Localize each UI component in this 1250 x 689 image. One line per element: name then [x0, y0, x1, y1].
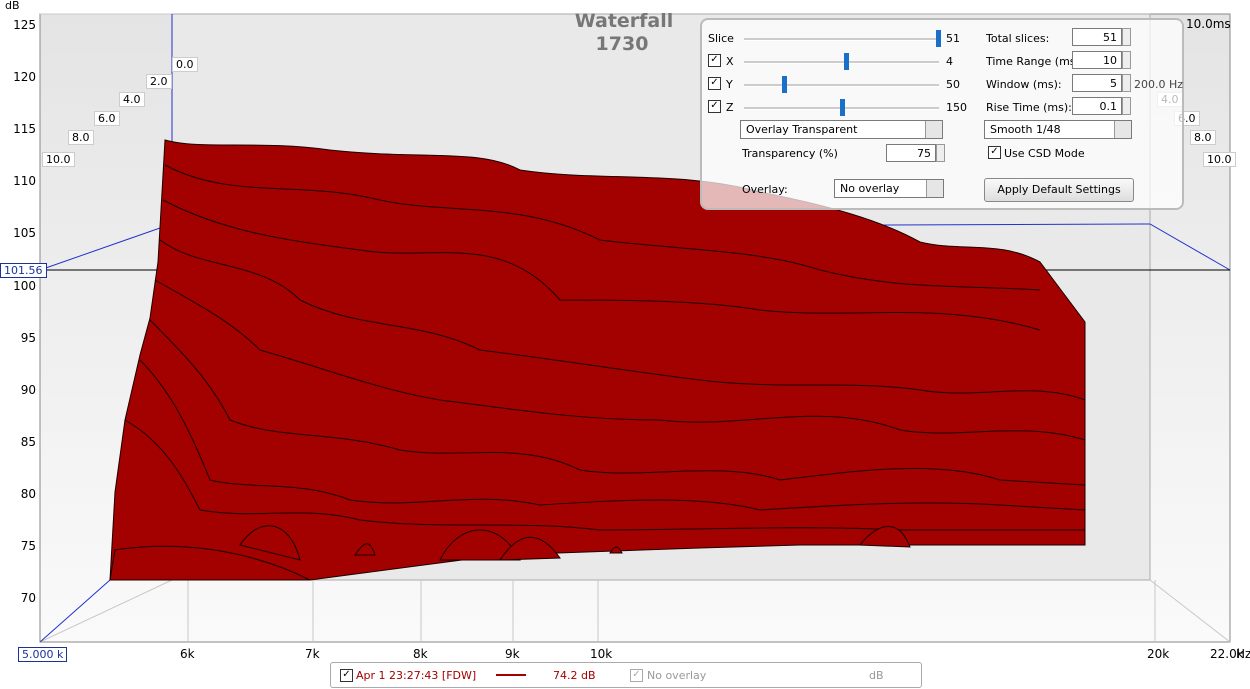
checkbox[interactable]: ✓ — [708, 77, 721, 90]
slider-label: Z — [726, 101, 734, 114]
slider-track[interactable] — [744, 61, 939, 64]
field-label: Window (ms): — [986, 78, 1062, 91]
overlay-label: Overlay: — [742, 183, 788, 196]
legend-level: 74.2 dB — [553, 669, 596, 682]
y-tick-label: 115 — [13, 122, 36, 137]
y-tick-label: 120 — [13, 70, 36, 85]
field-input[interactable]: 0.1 — [1072, 97, 1122, 115]
y-tick-label: 90 — [20, 382, 36, 397]
legend-swatch — [496, 674, 526, 676]
slider-track[interactable] — [744, 84, 939, 87]
y-tick-label: 95 — [20, 330, 36, 345]
legend-unit: dB — [869, 669, 884, 682]
slider-thumb[interactable] — [782, 76, 787, 93]
slider-value: 4 — [946, 55, 953, 68]
y-tick-label: 105 — [13, 226, 36, 241]
spinner[interactable] — [1122, 74, 1131, 92]
y-axis-label: dB — [5, 0, 20, 12]
legend-checkbox[interactable]: ✓ — [630, 669, 643, 682]
field-input[interactable]: 51 — [1072, 28, 1122, 46]
overlay-select[interactable]: No overlay — [834, 179, 944, 198]
x-start: 5.000 k — [18, 647, 68, 662]
smoothing-select[interactable]: Smooth 1/48 — [984, 120, 1132, 139]
x-tick-label: 22.0k — [1210, 647, 1244, 661]
field-input[interactable]: 5 — [1072, 74, 1122, 92]
csd-checkbox[interactable]: ✓ — [988, 146, 1001, 159]
time-end: 10.0ms — [1186, 17, 1231, 31]
time-tick-label: 10.0 — [42, 152, 75, 167]
slider-value: 50 — [946, 78, 960, 91]
time-tick-label: 8.0 — [1190, 130, 1216, 145]
controls-panel: 200.0 Hz Slice ✓ X ✓ Y ✓ Z 51 4 50 150 T… — [700, 18, 1184, 210]
slider-thumb[interactable] — [844, 53, 849, 70]
time-tick-label: 0.0 — [172, 57, 198, 72]
overlay-mode-select[interactable]: Overlay Transparent — [740, 120, 943, 139]
x-tick-label: 7k — [305, 647, 320, 661]
cursor-value: 101.56 — [0, 263, 47, 278]
y-tick-label: 85 — [20, 434, 36, 449]
slider-track[interactable] — [744, 38, 939, 41]
slider-label: X — [726, 55, 734, 68]
time-tick-label: 4.0 — [119, 92, 145, 107]
time-tick-label: 8.0 — [68, 130, 94, 145]
time-tick-label: 2.0 — [146, 74, 172, 89]
y-tick-label: 70 — [20, 591, 36, 606]
y-tick-label: 80 — [20, 486, 36, 501]
y-tick-label: 125 — [13, 18, 36, 32]
spinner[interactable] — [936, 144, 945, 162]
grid — [39, 13, 1231, 643]
time-tick-label: 6.0 — [94, 111, 120, 126]
legend-overlay: No overlay — [647, 669, 707, 682]
x-tick-label: 20k — [1147, 647, 1170, 661]
x-unit: Hz — [1236, 647, 1250, 661]
slider-label: Y — [726, 78, 733, 91]
x-tick-label: 9k — [505, 647, 520, 661]
field-label: Rise Time (ms): — [986, 101, 1072, 114]
y-tick-label: 75 — [20, 539, 36, 553]
transparency-input[interactable]: 75 — [886, 144, 936, 162]
legend: ✓ Apr 1 23:27:43 [FDW] 74.2 dB ✓ No over… — [330, 662, 922, 688]
slider-value: 51 — [946, 32, 960, 45]
freq-readout: 200.0 Hz — [1134, 78, 1184, 91]
spinner[interactable] — [1122, 97, 1131, 115]
chart-subtitle: 1730 — [596, 33, 649, 55]
spinner[interactable] — [1122, 51, 1131, 69]
transparency-label: Transparency (%) — [742, 147, 838, 160]
waterfall-surfaces — [109, 139, 1086, 581]
y-tick-label: 110 — [13, 174, 36, 189]
field-label: Total slices: — [986, 32, 1050, 45]
slider-label: Slice — [708, 32, 734, 45]
slider-value: 150 — [946, 101, 967, 114]
x-tick-label: 10k — [590, 647, 613, 661]
slider-thumb[interactable] — [936, 30, 941, 47]
checkbox[interactable]: ✓ — [708, 100, 721, 113]
y-tick-label: 100 — [13, 278, 36, 293]
x-tick-label: 8k — [413, 647, 428, 661]
slider-thumb[interactable] — [840, 99, 845, 116]
x-tick-label: 6k — [180, 647, 195, 661]
legend-measurement: Apr 1 23:27:43 [FDW] — [356, 669, 477, 682]
csd-label: Use CSD Mode — [1004, 147, 1085, 160]
apply-button[interactable]: Apply Default Settings — [984, 178, 1134, 202]
field-label: Time Range (ms): — [986, 55, 1084, 68]
time-tick-label: 10.0 — [1203, 152, 1236, 167]
chart-title: Waterfall — [575, 10, 674, 32]
checkbox[interactable]: ✓ — [708, 54, 721, 67]
field-input[interactable]: 10 — [1072, 51, 1122, 69]
legend-checkbox[interactable]: ✓ — [340, 669, 353, 682]
spinner[interactable] — [1122, 28, 1131, 46]
